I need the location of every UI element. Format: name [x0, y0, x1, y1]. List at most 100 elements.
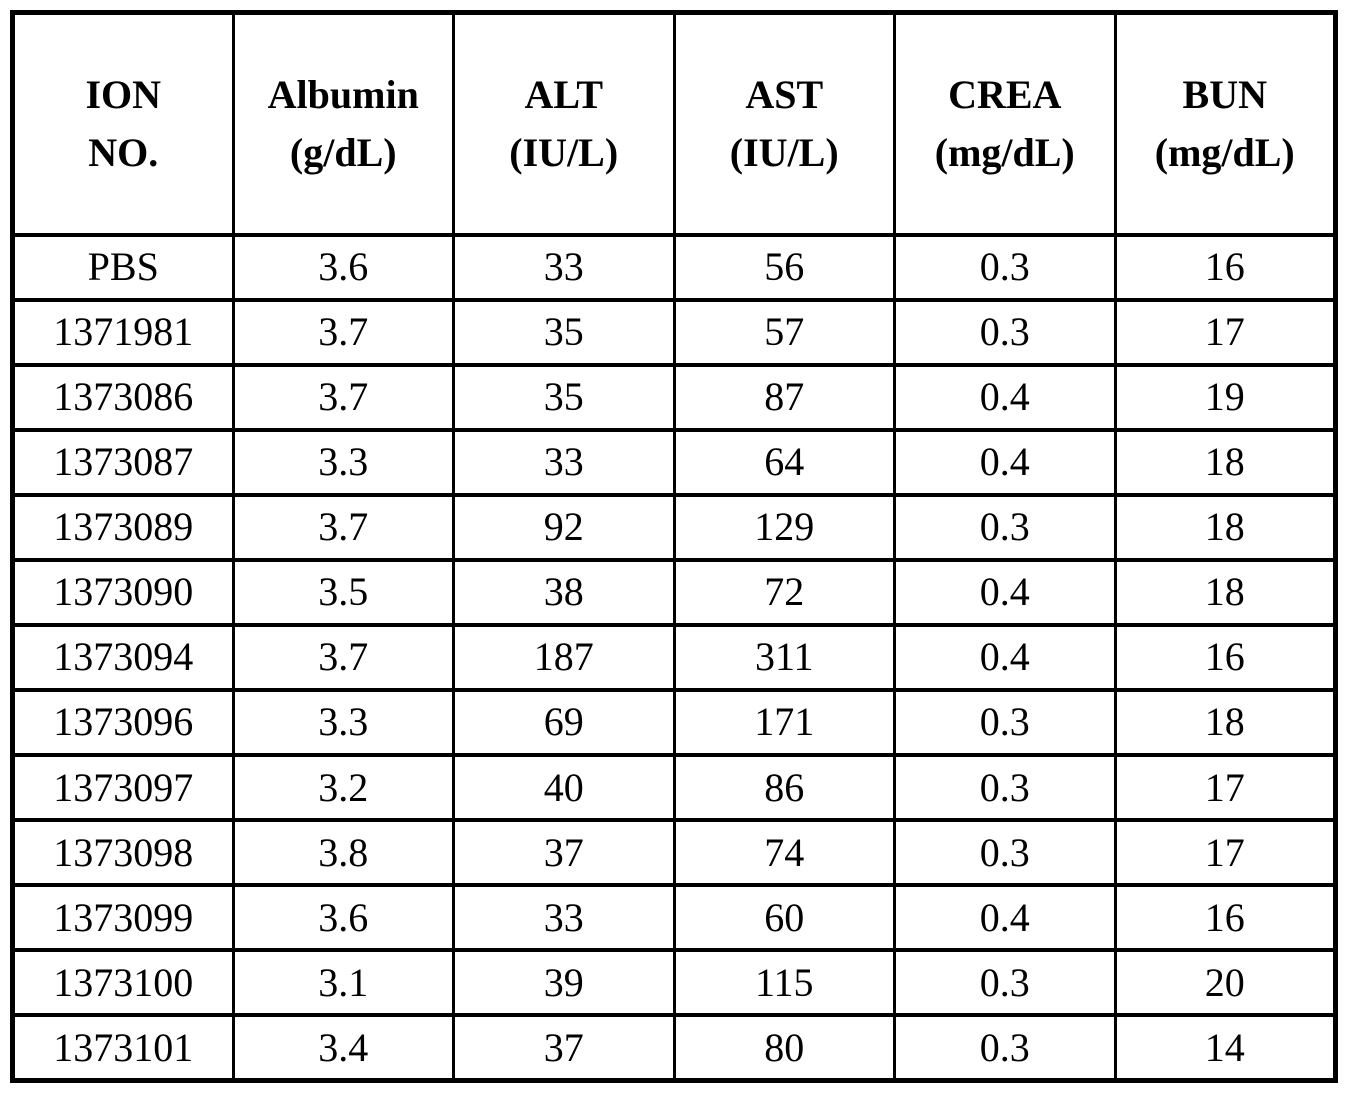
table-cell-bun: 17: [1113, 818, 1337, 888]
table-row: 1373100 3.1 39 115 0.3 20: [11, 948, 1337, 1018]
table-cell-bun: 19: [1113, 362, 1337, 432]
table-row: 1373090 3.5 38 72 0.4 18: [11, 557, 1337, 627]
header-line: NO.: [88, 129, 159, 175]
table-cell-ast: 129: [672, 492, 896, 562]
table-cell-bun: 18: [1113, 427, 1337, 497]
table-cell-bun: 16: [1113, 622, 1337, 692]
table-cell-albumin: 3.6: [231, 232, 455, 302]
table-cell-ion-no: 1373097: [11, 752, 235, 823]
header-line: BUN: [1182, 71, 1267, 117]
table-cell-albumin: 3.7: [231, 297, 455, 367]
table-cell-ion-no: 1373089: [11, 492, 235, 562]
table-cell-bun: 18: [1113, 557, 1337, 627]
table-cell-alt: 35: [452, 362, 676, 432]
table-cell-ion-no: 1373090: [11, 557, 235, 627]
table-cell-alt: 39: [452, 948, 676, 1018]
table-row: PBS 3.6 33 56 0.3 16: [11, 232, 1337, 302]
table-cell-ion-no: 1373096: [11, 687, 235, 758]
table-row: 1373086 3.7 35 87 0.4 19: [11, 362, 1337, 432]
table-cell-alt: 33: [452, 883, 676, 953]
header-line: ALT: [524, 71, 604, 117]
table-cell-alt: 69: [452, 687, 676, 758]
table-row: 1373094 3.7 187 311 0.4 16: [11, 622, 1337, 692]
table-cell-bun: 16: [1113, 232, 1337, 302]
table-cell-ion-no: 1373094: [11, 622, 235, 692]
table-header-row: ION NO. Albumin (g/dL) ALT (IU/L) AST (I…: [11, 10, 1337, 237]
table-cell-ion-no: 1373099: [11, 883, 235, 953]
table-row: 1373087 3.3 33 64 0.4 18: [11, 427, 1337, 497]
column-header-crea: CREA (mg/dL): [893, 10, 1117, 237]
table-cell-albumin: 3.3: [231, 687, 455, 758]
table-cell-alt: 37: [452, 1013, 676, 1083]
table-cell-bun: 20: [1113, 948, 1337, 1018]
table-cell-ast: 72: [672, 557, 896, 627]
table-cell-ast: 64: [672, 427, 896, 497]
table-cell-crea: 0.3: [893, 492, 1117, 562]
table-cell-ast: 80: [672, 1013, 896, 1083]
table-cell-ion-no: PBS: [11, 232, 235, 302]
table-cell-albumin: 3.7: [231, 622, 455, 692]
table-cell-ast: 115: [672, 948, 896, 1018]
table-cell-ast: 74: [672, 818, 896, 888]
header-line: CREA: [948, 71, 1062, 117]
table-cell-bun: 18: [1113, 687, 1337, 758]
table-cell-alt: 33: [452, 232, 676, 302]
table-cell-bun: 14: [1113, 1013, 1337, 1083]
table-cell-ast: 87: [672, 362, 896, 432]
header-line: ION: [85, 71, 162, 117]
table-cell-albumin: 3.7: [231, 362, 455, 432]
table-cell-crea: 0.4: [893, 622, 1117, 692]
column-header-albumin: Albumin (g/dL): [231, 10, 455, 237]
table-cell-crea: 0.3: [893, 1013, 1117, 1083]
table-cell-ion-no: 1371981: [11, 297, 235, 367]
table-cell-crea: 0.3: [893, 948, 1117, 1018]
table-cell-bun: 18: [1113, 492, 1337, 562]
table-cell-ast: 311: [672, 622, 896, 692]
table-cell-crea: 0.3: [893, 687, 1117, 758]
table-cell-albumin: 3.7: [231, 492, 455, 562]
table-cell-crea: 0.3: [893, 232, 1117, 302]
table-cell-ast: 171: [672, 687, 896, 758]
table-cell-crea: 0.4: [893, 883, 1117, 953]
table-cell-ion-no: 1373087: [11, 427, 235, 497]
table-cell-crea: 0.4: [893, 362, 1117, 432]
table-row: 1373101 3.4 37 80 0.3 14: [11, 1013, 1337, 1083]
table-cell-albumin: 3.5: [231, 557, 455, 627]
table-cell-albumin: 3.6: [231, 883, 455, 953]
header-line: (g/dL): [289, 129, 397, 175]
header-line: (IU/L): [729, 129, 839, 175]
table-cell-crea: 0.3: [893, 297, 1117, 367]
table-cell-alt: 187: [452, 622, 676, 692]
table-cell-ion-no: 1373101: [11, 1013, 235, 1083]
table-cell-ast: 86: [672, 752, 896, 823]
table-cell-alt: 37: [452, 818, 676, 888]
header-line: (IU/L): [509, 129, 619, 175]
table-cell-albumin: 3.4: [231, 1013, 455, 1083]
table-cell-alt: 35: [452, 297, 676, 367]
column-header-ion-no: ION NO.: [11, 10, 235, 237]
header-line: AST: [745, 71, 824, 117]
column-header-ast: AST (IU/L): [672, 10, 896, 237]
column-header-alt: ALT (IU/L): [452, 10, 676, 237]
table-cell-ion-no: 1373100: [11, 948, 235, 1018]
header-line: (mg/dL): [1154, 129, 1295, 175]
table-cell-albumin: 3.2: [231, 752, 455, 823]
table-cell-crea: 0.3: [893, 752, 1117, 823]
table-header: ION NO. Albumin (g/dL) ALT (IU/L) AST (I…: [11, 10, 1337, 237]
table-cell-ast: 56: [672, 232, 896, 302]
table-cell-ast: 57: [672, 297, 896, 367]
header-line: Albumin: [267, 71, 419, 117]
table-row: 1373099 3.6 33 60 0.4 16: [11, 883, 1337, 953]
table-cell-alt: 92: [452, 492, 676, 562]
table-cell-ion-no: 1373098: [11, 818, 235, 888]
table-cell-crea: 0.4: [893, 557, 1117, 627]
table-row: 1373089 3.7 92 129 0.3 18: [11, 492, 1337, 562]
table-cell-crea: 0.4: [893, 427, 1117, 497]
lab-results-table: ION NO. Albumin (g/dL) ALT (IU/L) AST (I…: [10, 10, 1338, 1083]
table-cell-albumin: 3.8: [231, 818, 455, 888]
table-cell-bun: 17: [1113, 297, 1337, 367]
table-cell-ast: 60: [672, 883, 896, 953]
table-row: 1373097 3.2 40 86 0.3 17: [11, 752, 1337, 823]
table-cell-bun: 16: [1113, 883, 1337, 953]
table-cell-albumin: 3.3: [231, 427, 455, 497]
